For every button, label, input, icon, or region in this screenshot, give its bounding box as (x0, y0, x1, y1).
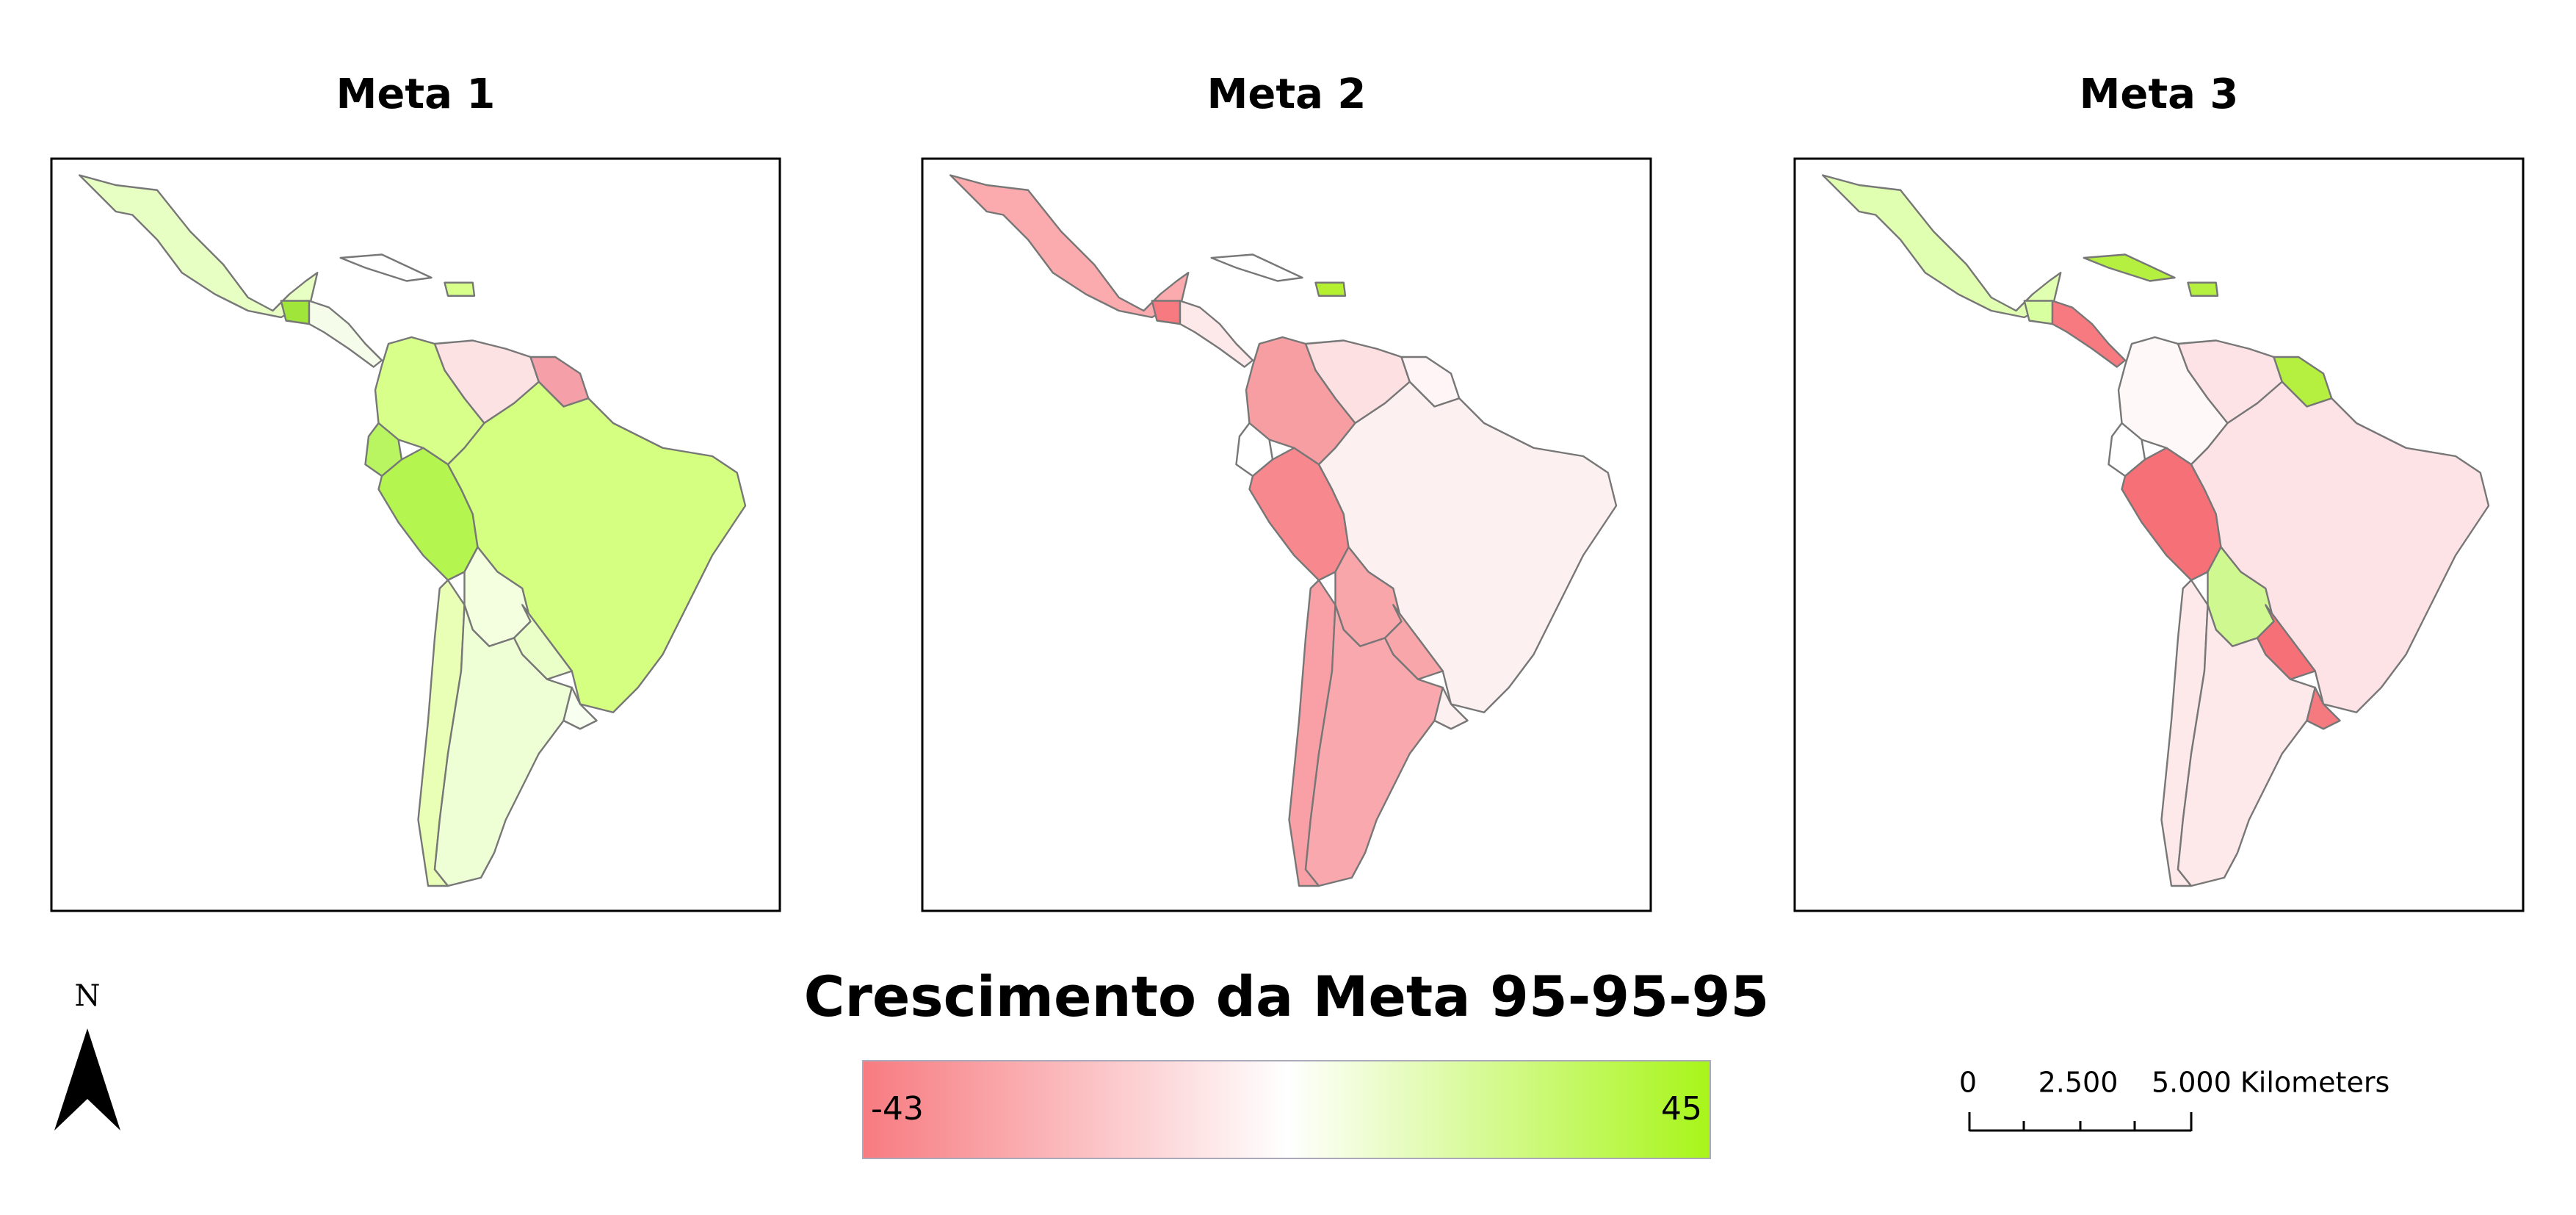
country-mexico (1823, 176, 2061, 318)
country-argentina (1306, 605, 1443, 887)
map-panels: Meta 1 Meta 2 Meta 3 (50, 71, 2525, 912)
panel-title: Meta 2 (1207, 71, 1367, 118)
north-arrow-right (87, 1028, 120, 1131)
country-argentina (2178, 605, 2315, 887)
country-argentina (435, 605, 572, 887)
country-brazil (448, 382, 745, 713)
scale-label: 5.000 Kilometers (2152, 1067, 2389, 1099)
north-label: N (75, 979, 101, 1013)
country-mexico (950, 176, 1188, 318)
legend-max: 45 (1661, 1090, 1702, 1128)
panel-title: Meta 3 (2080, 71, 2239, 118)
country-uruguay (564, 688, 597, 729)
north-arrow-left (54, 1028, 87, 1131)
country-mexico (79, 176, 317, 318)
scale-bar (1968, 1112, 2193, 1132)
country-cuba (2084, 255, 2175, 281)
country-brazil (2191, 382, 2489, 713)
country-hispaniola (1316, 283, 1346, 296)
legend-min: -43 (871, 1090, 924, 1128)
map (1823, 176, 2489, 887)
country-guatemala (1152, 301, 1180, 325)
legend-title: Crescimento da Meta 95-95-95 (804, 964, 1770, 1029)
country-central-america (1180, 301, 1253, 367)
scale-label: 2.500 (2038, 1067, 2119, 1099)
country-guatemala (2025, 301, 2052, 325)
country-cuba (1212, 255, 1303, 281)
legend-gradient (862, 1060, 1711, 1159)
country-hispaniola (445, 283, 475, 296)
country-uruguay (2307, 688, 2340, 729)
country-central-america (2052, 301, 2125, 367)
country-cuba (341, 255, 432, 281)
country-central-america (309, 301, 382, 367)
map (950, 176, 1616, 887)
country-guatemala (281, 301, 309, 325)
country-hispaniola (2188, 283, 2218, 296)
map (79, 176, 745, 887)
country-brazil (1319, 382, 1616, 713)
panel-title: Meta 1 (336, 71, 496, 118)
scale-label: 0 (1959, 1067, 1977, 1099)
country-uruguay (1435, 688, 1468, 729)
